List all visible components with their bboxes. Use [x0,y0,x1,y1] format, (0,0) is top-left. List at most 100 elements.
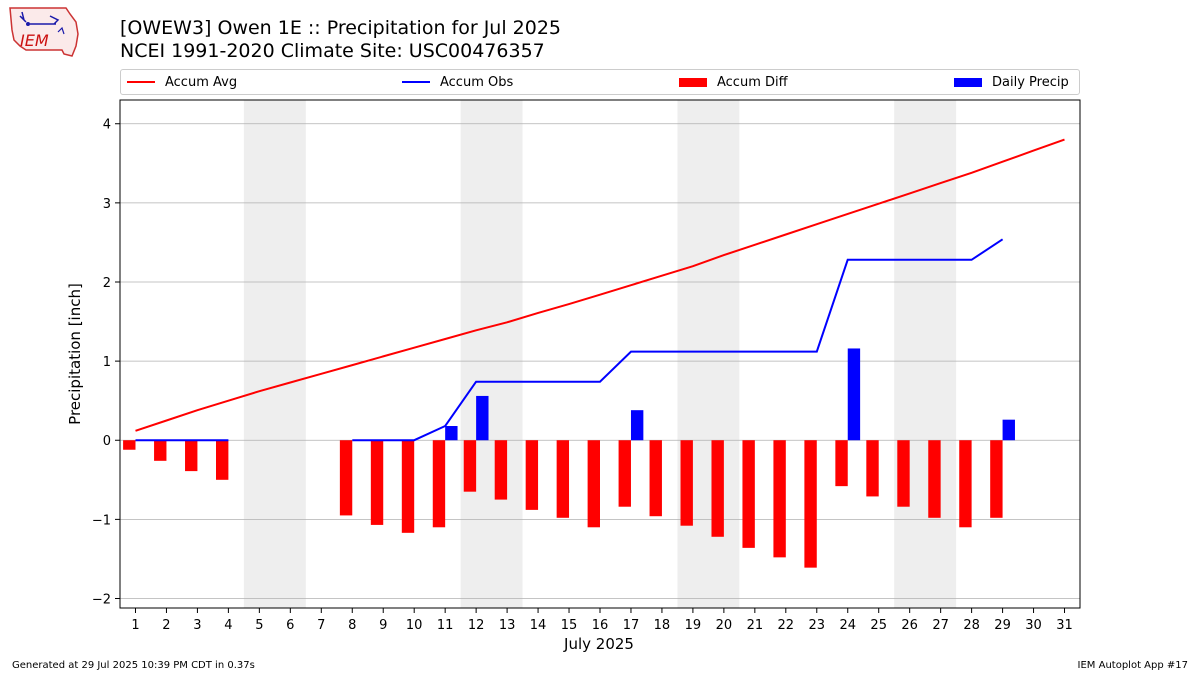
y-tick-label: 1 [103,355,111,370]
x-tick-label: 24 [839,618,856,633]
x-tick-label: 4 [224,618,232,633]
x-tick-label: 17 [623,618,640,633]
logo-text: IEM [20,31,49,50]
x-tick-label: 27 [932,618,949,633]
bar-accum-diff [773,440,786,558]
chart-subtitle: NCEI 1991-2020 Climate Site: USC00476357 [120,40,545,62]
weekend-band-26-27 [894,100,957,608]
x-tick-label: 9 [379,618,387,633]
bar-accum-diff [835,440,848,487]
x-tick-label: 6 [286,618,294,633]
series-lines [135,138,1065,442]
x-tick-label: 14 [530,618,547,633]
x-tick-label: 10 [406,618,423,633]
bar-daily-precip [847,348,861,441]
legend-label-accum-obs: Accum Obs [440,74,514,90]
x-tick-label: 25 [870,618,887,633]
legend-item-accum-obs: Accum Obs [402,70,513,94]
x-tick-label: 29 [994,618,1011,633]
bar-accum-diff [897,440,910,507]
y-tick-label: 0 [103,434,111,449]
legend-swatch-accum-obs [402,81,430,83]
x-tick-label: 8 [348,618,356,633]
x-tick-label: 1 [131,618,139,633]
x-tick-label: 3 [193,618,201,633]
y-tick-label: −2 [92,593,111,608]
bar-accum-diff [123,440,136,450]
bar-accum-diff [618,440,631,507]
bar-accum-diff [494,440,508,500]
x-tick-label: 20 [716,618,733,633]
legend-label-daily-precip: Daily Precip [992,74,1069,90]
legend-swatch-accum-avg [127,81,155,83]
x-tick-label: 12 [468,618,485,633]
y-tick-label: 4 [103,118,111,133]
bar-accum-diff [556,440,570,518]
bars [123,348,1015,568]
y-tick-label: −1 [92,513,111,528]
bar-accum-diff [742,440,755,548]
legend-item-accum-diff: Accum Diff [679,70,788,94]
x-tick-label: 7 [317,618,325,633]
bar-accum-diff [216,440,229,480]
x-tick-label: 16 [592,618,609,633]
x-tick-label: 23 [809,618,826,633]
x-tick-label: 5 [255,618,263,633]
x-tick-label: 15 [561,618,578,633]
bar-accum-diff [928,440,941,518]
legend-item-accum-avg: Accum Avg [127,70,237,94]
bar-accum-diff [587,440,600,528]
y-tick-label: 3 [103,197,111,212]
bar-accum-diff [154,440,167,461]
legend-item-daily-precip: Daily Precip [954,70,1069,94]
y-tick-label: 2 [103,276,111,291]
bar-accum-diff [185,440,198,472]
x-tick-label: 22 [778,618,795,633]
bar-accum-diff [680,440,693,526]
weekend-band-12-13 [460,100,523,608]
chart-title: [OWEW3] Owen 1E :: Precipitation for Jul… [120,17,562,39]
app-label: IEM Autoplot App #17 [1077,660,1188,671]
iem-logo: IEM [9,7,79,57]
bar-daily-precip [445,426,458,441]
x-tick-label: 30 [1025,618,1042,633]
x-tick-label: 31 [1056,618,1073,633]
x-tick-label: 19 [685,618,702,633]
legend-swatch-daily-precip [954,77,982,87]
x-tick-label: 26 [901,618,918,633]
bar-daily-precip [1002,419,1015,441]
bar-accum-diff [463,440,477,492]
bar-accum-diff [432,440,446,528]
y-axis-label: Precipitation [inch] [66,283,84,425]
x-tick-label: 2 [162,618,170,633]
bar-accum-diff [804,440,817,568]
x-tick-label: 13 [499,618,516,633]
bar-accum-diff [525,440,539,510]
bar-accum-diff [959,440,972,528]
generated-timestamp: Generated at 29 Jul 2025 10:39 PM CDT in… [12,660,255,671]
series-accum-avg [135,138,1065,432]
series-accum-obs [352,238,1004,442]
bar-accum-diff [866,440,879,497]
bar-accum-diff [649,440,662,517]
bar-accum-diff [401,440,415,533]
bar-accum-diff [711,440,724,537]
x-tick-label: 21 [747,618,764,633]
x-tick-label: 28 [963,618,980,633]
x-tick-label: 11 [437,618,454,633]
legend-label-accum-avg: Accum Avg [165,74,238,90]
legend-swatch-accum-diff [679,77,707,87]
legend: Accum Avg Accum Obs Accum Diff Daily Pre… [120,69,1080,95]
bar-daily-precip [476,395,489,441]
x-axis-label: July 2025 [563,635,634,653]
bar-accum-diff [370,440,384,525]
weekend-band-19-20 [677,100,740,608]
legend-label-accum-diff: Accum Diff [717,74,788,90]
bar-accum-diff [990,440,1003,518]
bar-accum-diff [339,440,353,516]
bar-daily-precip [630,410,644,441]
plot-frame [119,99,1081,609]
x-tick-label: 18 [654,618,671,633]
